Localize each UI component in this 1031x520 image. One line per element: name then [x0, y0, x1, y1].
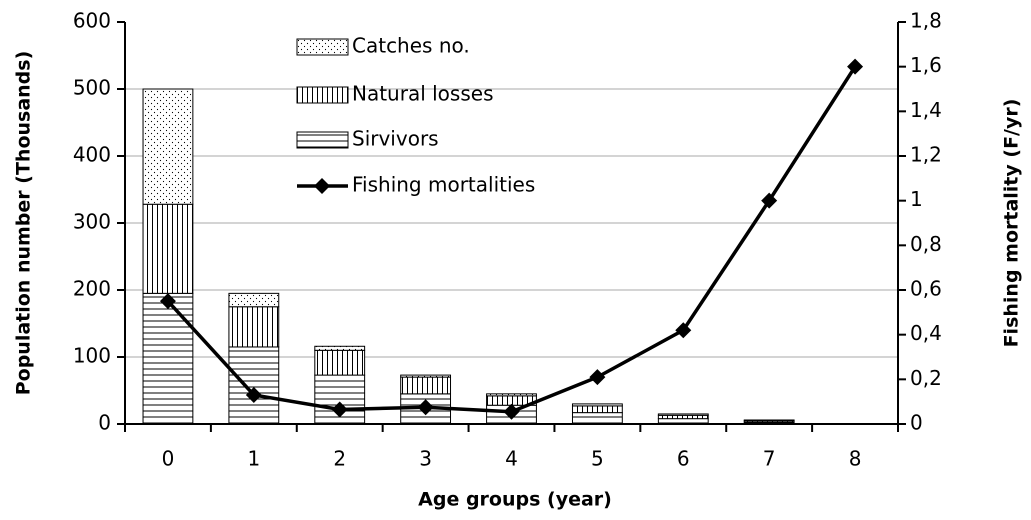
y-tick-label: 500: [73, 76, 111, 100]
y2-tick-label: 0,6: [910, 277, 942, 301]
y-tick-label: 300: [73, 210, 111, 234]
y-tick-label: 200: [73, 277, 111, 301]
y-tick-label: 0: [98, 411, 111, 435]
y2-axis-label: Fishing mortality (F/yr): [1001, 99, 1023, 348]
legend-label: Fishing mortalities: [352, 173, 535, 197]
marker: [847, 58, 864, 75]
legend-swatch: [296, 131, 349, 149]
x-tick-label: 3: [419, 447, 432, 471]
bar-segment: [486, 393, 537, 397]
legend-label: Sirvivors: [352, 127, 439, 151]
marker: [589, 369, 606, 386]
legend-label: Catches no.: [352, 34, 470, 58]
y2-tick-label: 0,2: [910, 366, 942, 390]
bar-segment: [314, 345, 366, 351]
x-tick-label: 2: [333, 447, 346, 471]
marker: [245, 386, 262, 403]
bar-segment: [400, 376, 452, 395]
legend-label: Natural losses: [352, 82, 493, 106]
x-axis-label: Age groups (year): [418, 489, 612, 511]
bar-segment: [314, 349, 366, 376]
bar-segment: [142, 292, 194, 425]
bar-segment: [571, 403, 623, 407]
y2-tick-label: 1,8: [910, 9, 942, 33]
bar-segment: [571, 405, 623, 414]
y-tick-label: 400: [73, 143, 111, 167]
y2-tick-label: 0,4: [910, 321, 942, 345]
x-tick-label: 5: [591, 447, 604, 471]
legend-swatch: [296, 38, 349, 56]
y2-tick-label: 0: [910, 411, 923, 435]
bar-segment: [228, 292, 280, 308]
marker: [417, 399, 434, 416]
bar-segment: [142, 88, 194, 205]
legend-swatch: [314, 178, 330, 194]
y2-tick-label: 0,8: [910, 232, 942, 256]
y2-tick-label: 1,2: [910, 143, 942, 167]
y2-tick-label: 1,4: [910, 98, 942, 122]
marker: [331, 401, 348, 418]
bar-segment: [400, 374, 452, 378]
bar-segment: [228, 346, 280, 425]
legend-swatch: [296, 86, 349, 104]
y2-tick-label: 1,6: [910, 53, 942, 77]
bar-segment: [657, 414, 709, 420]
x-tick-label: 8: [849, 447, 862, 471]
x-tick-label: 1: [247, 447, 260, 471]
bar-segment: [142, 203, 194, 294]
bar-segment: [228, 306, 280, 348]
x-tick-label: 6: [677, 447, 690, 471]
marker: [675, 322, 692, 339]
marker: [503, 403, 520, 420]
x-tick-label: 4: [505, 447, 518, 471]
y-axis-label: Population number (Thousands): [13, 51, 35, 396]
marker: [159, 293, 176, 310]
bar-segment: [571, 412, 623, 425]
bar-segment: [657, 413, 709, 416]
marker: [761, 192, 778, 209]
y-tick-label: 100: [73, 344, 111, 368]
x-tick-label: 7: [763, 447, 776, 471]
bar-segment: [743, 419, 795, 422]
x-tick-label: 0: [162, 447, 175, 471]
y-tick-label: 600: [73, 9, 111, 33]
y2-tick-label: 1: [910, 187, 923, 211]
